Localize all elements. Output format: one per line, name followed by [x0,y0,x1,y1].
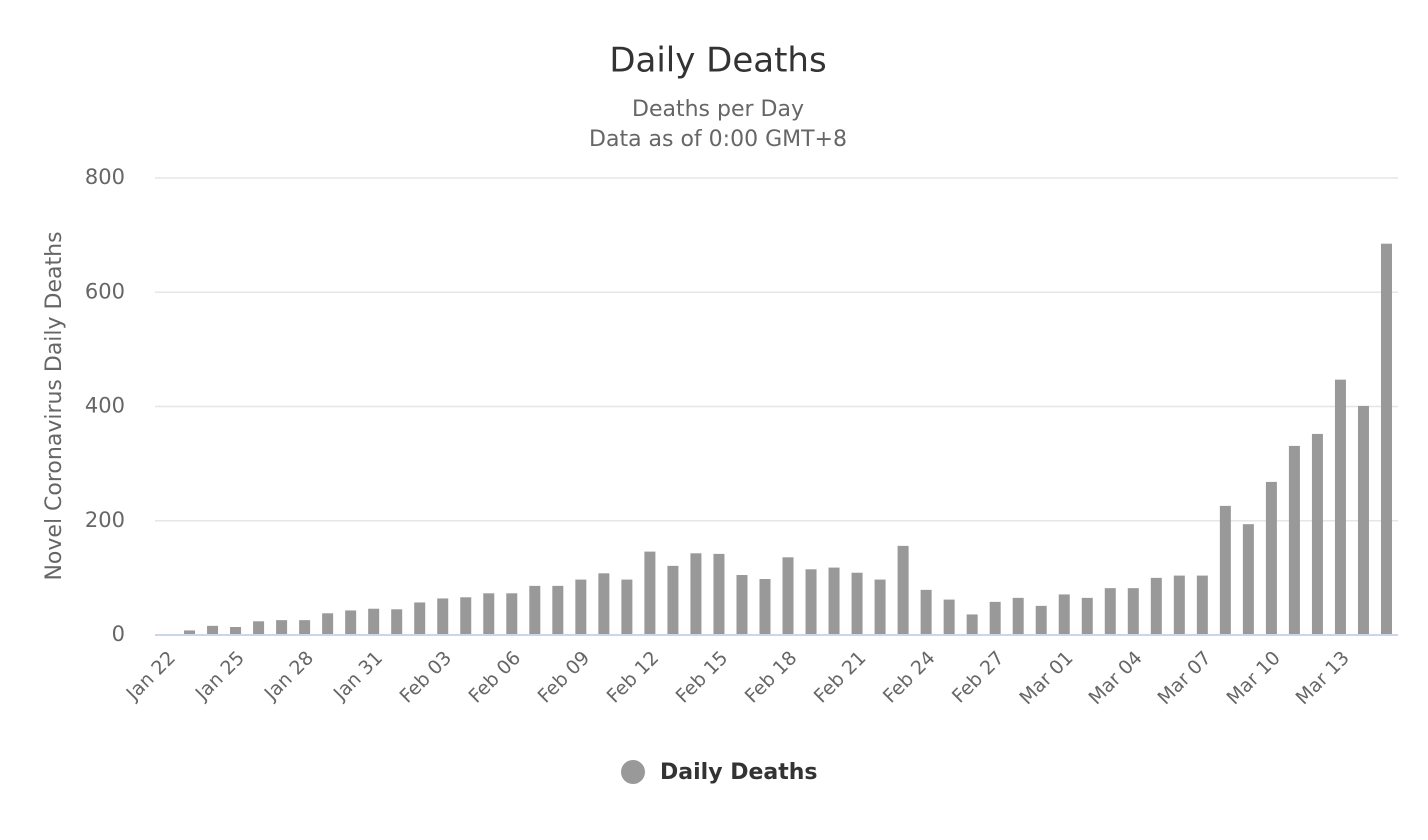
x-tick-label: Mar 01 [1015,647,1077,709]
bar [460,597,472,635]
x-tick-label: Feb 03 [395,647,456,708]
bar [1357,405,1369,635]
x-tick-label: Mar 13 [1292,647,1354,709]
legend-marker [621,760,645,784]
y-axis-label: Novel Coronavirus Daily Deaths [42,231,67,580]
y-tick-label: 800 [85,165,125,189]
bar [1311,433,1323,635]
bar [1150,577,1162,635]
bar [759,579,771,635]
bar [299,620,311,635]
bar [713,553,725,635]
bar [1196,575,1208,635]
bar [966,614,978,635]
bar [943,599,955,635]
x-tick-label: Feb 21 [810,647,871,708]
bar [920,589,932,635]
bar [575,579,587,635]
bar [1288,445,1300,635]
y-tick-label: 200 [85,508,125,532]
bar [805,569,817,635]
bar [1035,605,1047,635]
chart-subtitle: Deaths per Day [632,97,804,122]
bar [552,585,564,635]
bar [391,609,403,635]
bar [782,557,794,635]
x-tick-label: Feb 12 [603,647,664,708]
x-tick-label: Jan 28 [260,647,318,705]
bar [368,608,380,635]
bar [322,613,334,635]
bar [989,601,1001,635]
y-tick-label: 600 [85,279,125,303]
bar [621,579,633,635]
bar [667,565,679,635]
chart-title: Daily Deaths [609,41,826,81]
x-tick-label: Feb 15 [672,647,733,708]
x-tick-label: Feb 27 [948,647,1009,708]
bar [253,621,265,635]
bar [1012,597,1024,635]
bar [1173,575,1185,635]
x-tick-label: Jan 22 [122,647,180,705]
bar [828,567,840,635]
bar [598,573,610,635]
bar [851,572,863,635]
y-tick-label: 400 [85,394,125,418]
x-tick-label: Feb 06 [464,647,525,708]
bar [1242,524,1254,635]
x-tick-label: Mar 07 [1153,647,1215,709]
x-tick-label: Feb 18 [741,647,802,708]
bar [736,575,748,635]
bar [690,553,702,635]
y-tick-label: 0 [112,622,125,646]
x-tick-label: Jan 25 [191,647,249,705]
x-tick-label: Mar 10 [1223,647,1285,709]
bar [897,545,909,635]
legend-label: Daily Deaths [660,760,818,785]
chart-subtitle: Data as of 0:00 GMT+8 [589,127,847,152]
bar [874,579,886,635]
bar [644,551,656,635]
bar [506,593,518,635]
x-tick-label: Feb 09 [534,647,595,708]
bar [1219,505,1231,635]
bar [184,630,196,635]
bar [1334,379,1346,635]
bar [483,593,495,635]
x-tick-label: Feb 24 [879,647,940,708]
x-tick-label: Mar 04 [1084,647,1146,709]
bar [1104,588,1116,635]
bar [1127,588,1139,635]
bar [276,620,288,635]
bar [1058,594,1070,635]
bar [1265,481,1277,635]
bar [1380,243,1392,635]
bar [414,602,426,635]
bar [1081,597,1093,635]
bar [529,585,541,635]
bar [437,598,449,635]
bar [345,610,357,635]
x-tick-label: Jan 31 [329,647,387,705]
bar [207,625,219,635]
bar [230,627,242,635]
